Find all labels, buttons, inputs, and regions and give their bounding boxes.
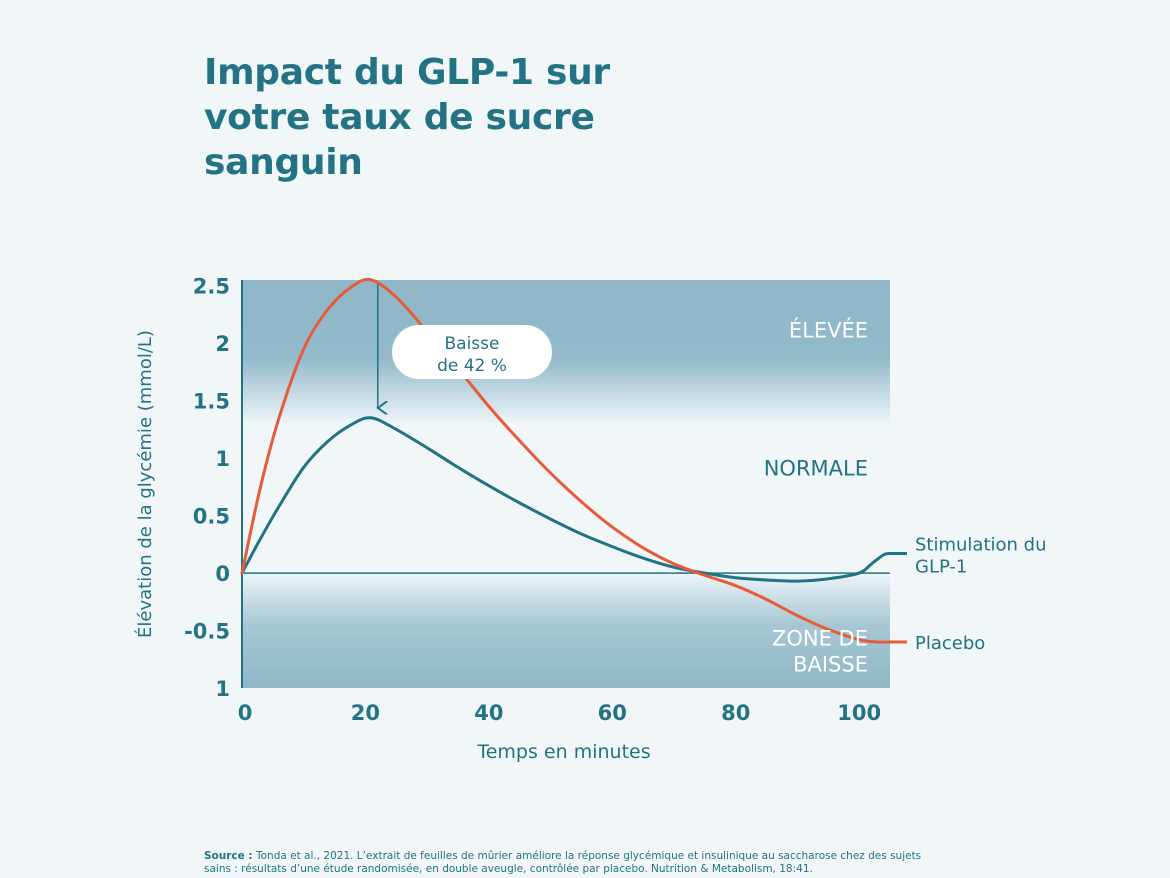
x-tick-label: 20: [351, 701, 380, 725]
y-tick-label: 1: [215, 447, 230, 471]
y-tick-label: -0.5: [184, 620, 230, 644]
title-line-2: votre taux de sucre: [204, 97, 595, 138]
x-tick-label: 0: [238, 701, 253, 725]
zone-label-baisse-line-1: ZONE DE: [772, 626, 868, 650]
y-axis-title: Élévation de la glycémie (mmol/L): [134, 330, 156, 638]
x-tick-label: 40: [474, 701, 503, 725]
title-line-1: Impact du GLP-1 sur: [204, 52, 610, 93]
annotation-pill: [392, 325, 552, 379]
zone-label-normale: NORMALE: [764, 456, 868, 480]
zone-label-baisse-line-2: BAISSE: [793, 652, 868, 676]
y-tick-label: 1.5: [193, 390, 230, 414]
y-tick-label: 2.5: [193, 275, 230, 299]
source-citation: Source : Tonda et al., 2021. L’extrait d…: [204, 850, 944, 876]
series-line-placebo: [240, 277, 892, 644]
x-tick-label: 60: [598, 701, 627, 725]
y-tick-label: 1: [215, 677, 230, 701]
annotation-text-line-1: Baisse: [445, 334, 500, 354]
zone-label-elevee: ÉLEVÉE: [789, 317, 868, 342]
source-text: Tonda et al., 2021. L’extrait de feuille…: [204, 850, 922, 875]
chart-title: Impact du GLP-1 sur votre taux de sucre …: [204, 50, 664, 185]
annotation-text-line-2: de 42 %: [437, 356, 507, 376]
x-axis-title: Temps en minutes: [476, 741, 650, 763]
y-tick-label: 0.5: [193, 505, 230, 529]
x-tick-label: 80: [721, 701, 750, 725]
y-tick-label: 0: [215, 562, 230, 586]
zone-baisse-band: [242, 573, 890, 688]
source-label: Source :: [204, 850, 253, 862]
legend-label-glp1-line-2: GLP-1: [915, 557, 967, 578]
y-tick-label: 2: [215, 332, 230, 356]
series-line-glp1: [240, 416, 892, 583]
legend-label-glp1-line-1: Stimulation du: [915, 535, 1047, 556]
x-tick-label: 100: [837, 701, 881, 725]
zone-elevee-band: [242, 280, 890, 424]
title-line-3: sanguin: [204, 142, 363, 183]
legend-label-placebo-line-1: Placebo: [915, 633, 985, 654]
